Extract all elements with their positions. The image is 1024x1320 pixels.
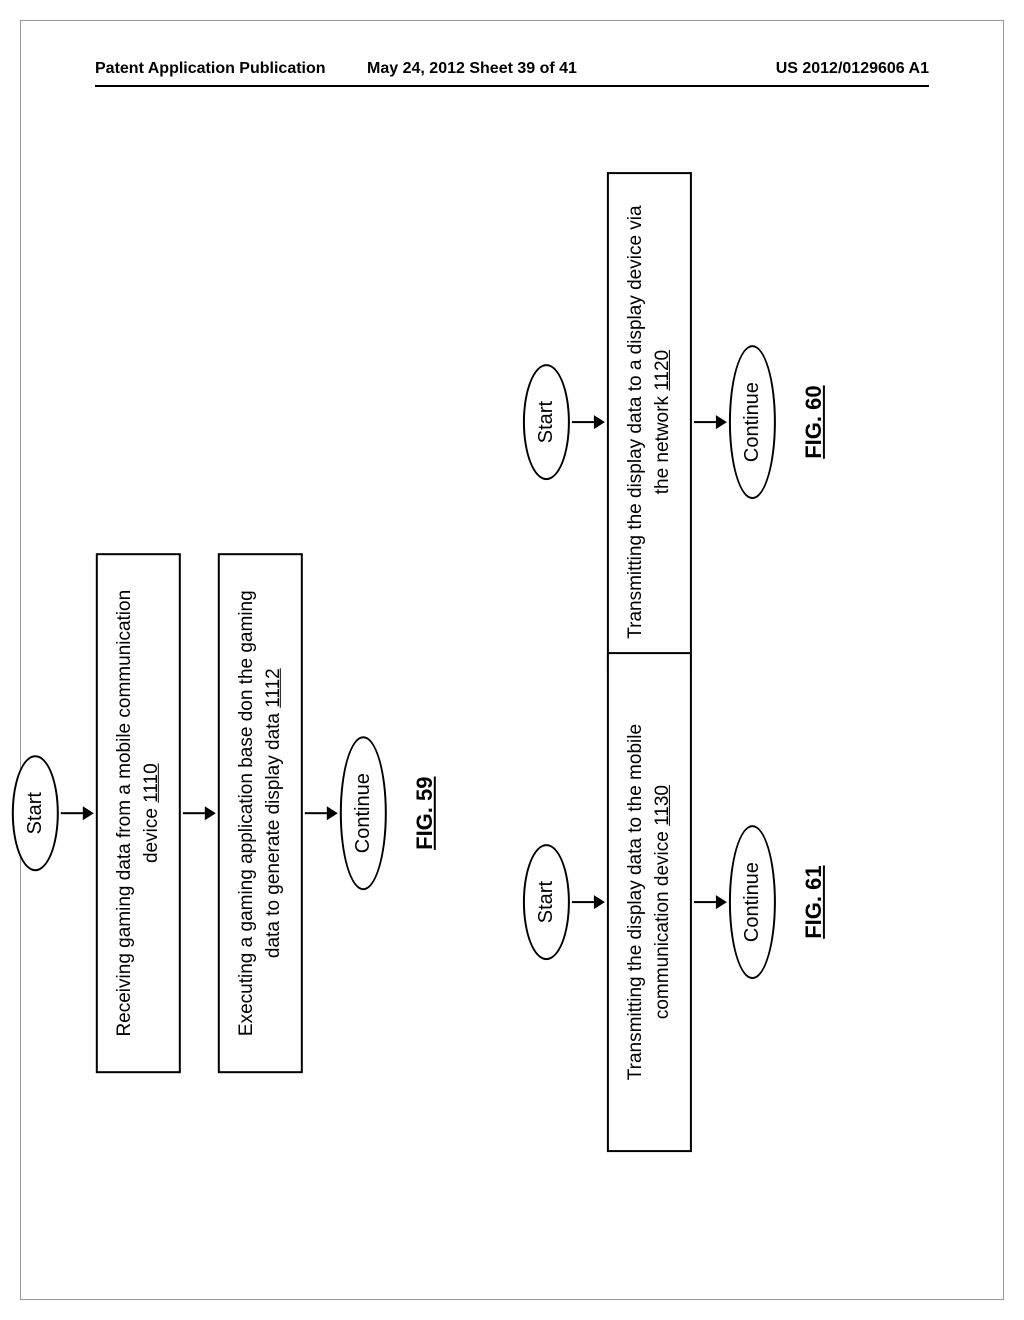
process-box-1110: Receiving gaming data from a mobile comm… — [96, 553, 181, 1073]
content-area: Start Receiving gaming data from a mobil… — [95, 120, 929, 1260]
process-box-1120: Transmitting the display data to a displ… — [607, 172, 692, 672]
continue-node: Continue — [729, 825, 776, 979]
figure-label: FIG. 61 — [801, 865, 827, 938]
header-right: US 2012/0129606 A1 — [776, 60, 929, 78]
arrow — [694, 415, 727, 429]
arrow — [694, 895, 727, 909]
process-box-1112: Executing a gaming application base don … — [218, 553, 303, 1073]
flowchart-fig59: Start Receiving gaming data from a mobil… — [12, 553, 438, 1073]
arrow — [572, 415, 605, 429]
start-node: Start — [523, 844, 570, 960]
flowchart-fig60: Start Transmitting the display data to a… — [523, 172, 827, 672]
arrow — [305, 806, 338, 820]
page-header: Patent Application Publication May 24, 2… — [95, 60, 929, 78]
flowchart-fig61: Start Transmitting the display data to t… — [523, 652, 827, 1152]
header-left: Patent Application Publication — [95, 60, 326, 78]
continue-node: Continue — [340, 736, 387, 890]
start-node: Start — [12, 755, 59, 871]
header-divider — [95, 85, 929, 87]
arrow — [61, 806, 94, 820]
process-box-1130: Transmitting the display data to the mob… — [607, 652, 692, 1152]
header-center: May 24, 2012 Sheet 39 of 41 — [367, 60, 577, 78]
continue-node: Continue — [729, 345, 776, 499]
figure-label: FIG. 59 — [412, 777, 438, 850]
start-node: Start — [523, 364, 570, 480]
arrow — [572, 895, 605, 909]
figure-label: FIG. 60 — [801, 385, 827, 458]
arrow — [183, 806, 216, 820]
